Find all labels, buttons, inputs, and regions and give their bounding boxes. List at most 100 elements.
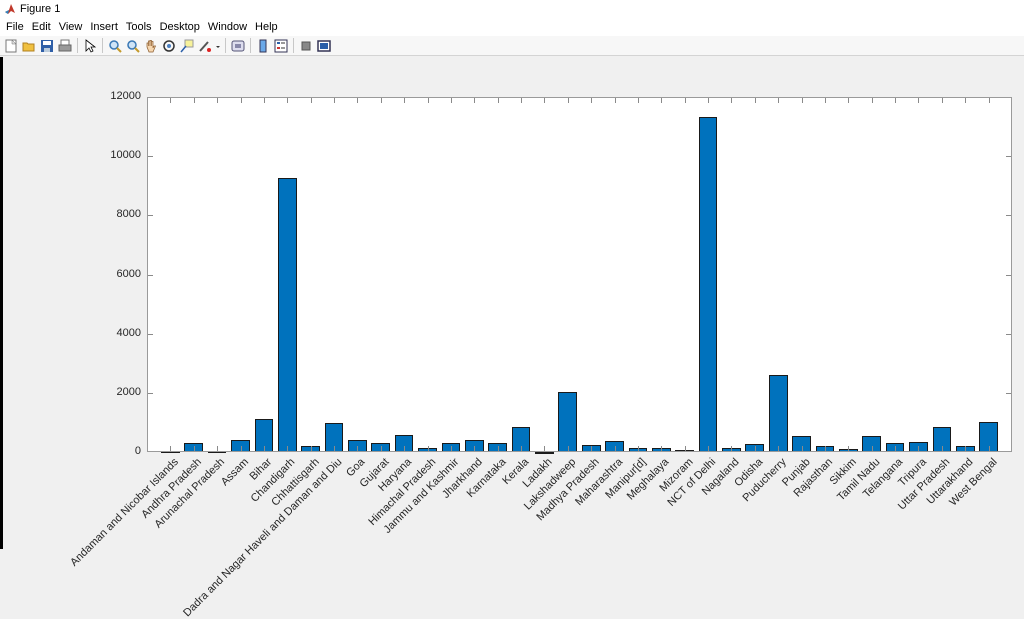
zoom-out-icon[interactable] [125,38,141,54]
toolbar-separator [250,38,251,53]
x-tick-mark [871,98,873,103]
menu-edit[interactable]: Edit [31,21,51,33]
menu-insert[interactable]: Insert [90,21,118,33]
x-tick-mark [614,446,616,451]
menu-help[interactable]: Help [255,21,278,33]
x-tick-mark [731,446,733,451]
menu-tools[interactable]: Tools [125,21,152,33]
x-tick-mark [591,446,593,451]
x-tick-mark [427,446,429,451]
x-tick-mark [965,446,967,451]
y-tick-label: 0 [134,445,141,457]
y-tick-mark [1006,215,1011,217]
bar-chandigarh[interactable] [277,178,297,452]
window-title: Figure 1 [20,3,61,15]
x-tick-mark [170,98,172,103]
x-tick-mark [497,98,499,103]
x-tick-mark [310,446,312,451]
save-icon[interactable] [39,38,55,54]
x-tick-mark [965,98,967,103]
x-tick-mark [754,446,756,451]
x-tick-mark [497,446,499,451]
x-tick-mark [170,446,172,451]
axes-background [147,97,1012,452]
x-tick-mark [193,98,195,103]
x-tick-mark [240,446,242,451]
menu-window[interactable]: Window [207,21,248,33]
y-tick-label: 2000 [116,385,141,398]
x-tick-mark [521,446,523,451]
x-tick-mark [544,98,546,103]
x-tick-mark [567,98,569,103]
x-tick-mark [404,446,406,451]
toolbar-separator [102,38,103,53]
data-cursor-icon[interactable] [179,38,195,54]
x-tick-mark [263,98,265,103]
hide-plot-tools-icon[interactable] [298,38,314,54]
x-tick-mark [357,98,359,103]
bar-ladakh[interactable] [535,451,554,454]
zoom-in-icon[interactable] [107,38,123,54]
new-figure-icon[interactable] [3,38,19,54]
menu-view[interactable]: View [58,21,83,33]
x-tick-mark [310,98,312,103]
x-tick-mark [240,98,242,103]
y-tick-mark [148,274,153,276]
insert-colorbar-icon[interactable] [255,38,271,54]
x-tick-mark [544,446,546,451]
x-tick-mark [988,446,990,451]
x-tick-mark [474,446,476,451]
y-tick-mark [1006,333,1011,335]
x-tick-mark [824,98,826,103]
x-tick-mark [941,446,943,451]
link-plot-icon[interactable] [230,38,246,54]
brush-icon[interactable] [197,38,213,54]
y-tick-mark [148,215,153,217]
brush-dropdown-icon[interactable] [215,38,221,54]
x-tick-mark [334,446,336,451]
y-tick-mark [148,333,153,335]
x-tick-mark [824,446,826,451]
x-tick-mark [918,98,920,103]
x-tick-mark [450,98,452,103]
x-tick-mark [778,446,780,451]
window-title-bar: Figure 1 [0,0,1024,18]
rotate-3d-icon[interactable] [161,38,177,54]
y-tick-label: 4000 [116,326,141,339]
menu-desktop[interactable]: Desktop [159,21,200,33]
x-tick-mark [567,446,569,451]
x-tick-mark [380,98,382,103]
y-tick-mark [148,156,153,158]
menu-file[interactable]: File [6,21,24,33]
x-tick-mark [801,98,803,103]
show-plot-tools-icon[interactable] [316,38,332,54]
x-tick-mark [357,446,359,451]
bar-arunachal-pradesh[interactable] [207,451,227,454]
x-tick-mark [263,446,265,451]
bar-nct-of-delhi[interactable] [698,117,718,452]
print-icon[interactable] [57,38,73,54]
x-tick-mark [474,98,476,103]
x-tick-mark [708,98,710,103]
x-tick-mark [637,446,639,451]
y-tick-mark [1006,274,1011,276]
bar-lakshadweep[interactable] [558,392,578,452]
x-tick-mark [334,98,336,103]
pan-hand-icon[interactable] [143,38,159,54]
x-tick-mark [895,446,897,451]
x-tick-mark [591,98,593,103]
x-tick-mark [708,446,710,451]
x-tick-mark [380,446,382,451]
edit-plot-arrow-icon[interactable] [82,38,98,54]
x-tick-mark [684,446,686,451]
insert-legend-icon[interactable] [273,38,289,54]
open-file-icon[interactable] [21,38,37,54]
x-tick-mark [731,98,733,103]
bar-puducherry[interactable] [768,375,788,452]
x-tick-mark [404,98,406,103]
window-left-edge [0,57,3,549]
x-tick-mark [287,446,289,451]
x-tick-mark [193,446,195,451]
y-tick-label: 6000 [116,267,141,280]
figure-toolbar [0,36,1024,56]
